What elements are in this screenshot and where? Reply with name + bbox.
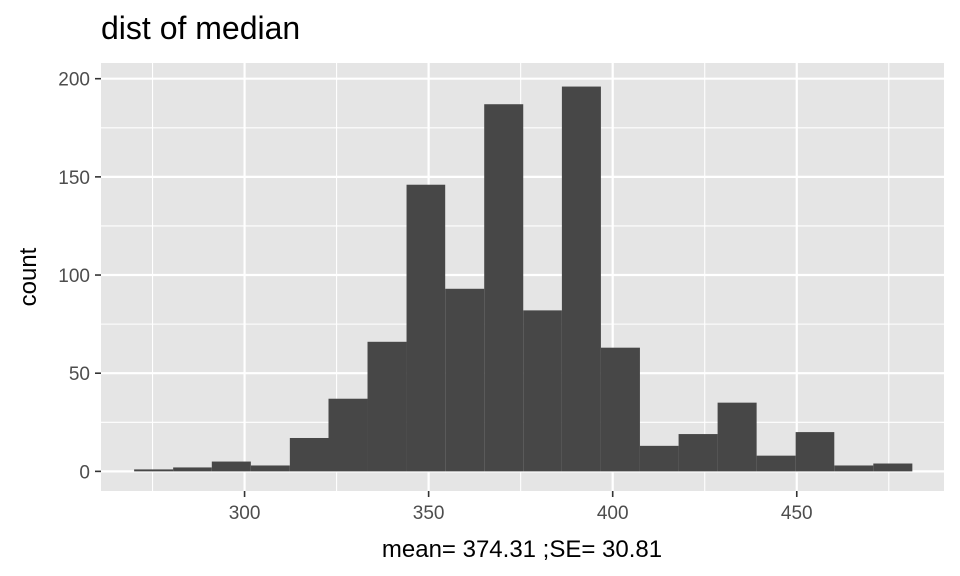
y-tick-label: 100	[58, 266, 90, 287]
histogram-bar	[756, 455, 796, 472]
histogram-bar	[289, 437, 329, 472]
histogram-bar	[717, 402, 757, 472]
x-axis: 300 350 400 450	[229, 491, 813, 524]
histogram-bar	[134, 469, 174, 472]
histogram-bar	[406, 184, 446, 472]
x-tick-label: 300	[229, 503, 261, 524]
histogram-bar	[795, 432, 835, 472]
histogram-bar	[173, 467, 212, 472]
y-tick-label: 0	[79, 462, 90, 483]
y-axis: 0 50 100 150 200	[58, 70, 101, 483]
y-axis-title: count	[15, 247, 42, 306]
x-tick-label: 400	[597, 503, 629, 524]
x-tick-label: 450	[781, 503, 813, 524]
histogram-bar	[367, 341, 407, 472]
histogram-bar	[328, 398, 368, 472]
histogram-bar	[873, 463, 913, 472]
y-tick-label: 200	[58, 70, 90, 91]
x-tick-label: 350	[413, 503, 445, 524]
histogram-bar	[639, 445, 679, 472]
histogram-bars	[134, 86, 913, 472]
histogram-bar	[523, 310, 562, 472]
histogram-bar	[561, 86, 601, 472]
x-axis-title: mean= 374.31 ;SE= 30.81	[382, 536, 662, 563]
y-tick-label: 50	[69, 364, 90, 385]
histogram-bar	[600, 347, 640, 472]
histogram-bar	[834, 465, 874, 472]
y-tick-label: 150	[58, 168, 90, 189]
histogram-bar	[678, 434, 718, 472]
histogram-bar	[445, 288, 485, 472]
histogram-bar	[211, 461, 251, 472]
chart-title: dist of median	[101, 10, 300, 46]
histogram-bar	[484, 104, 524, 472]
histogram-bar	[250, 465, 290, 472]
